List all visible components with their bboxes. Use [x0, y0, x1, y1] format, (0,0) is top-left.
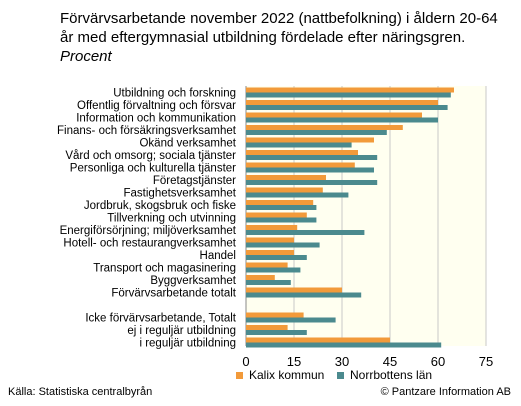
category-label: Okänd verksamhet	[139, 138, 236, 150]
category-label: Jordbruk, skogsbruk och fiske	[84, 200, 236, 212]
x-tick-label: 30	[335, 354, 349, 369]
chart-title-text: Förvärvsarbetande november 2022 (nattbef…	[60, 10, 498, 46]
bar-kalix	[246, 137, 374, 143]
chart-title: Förvärvsarbetande november 2022 (nattbef…	[60, 9, 510, 66]
bar-kalix	[246, 237, 294, 243]
x-tick-label: 15	[287, 354, 301, 369]
bar-kalix	[246, 150, 358, 155]
category-label: Handel	[200, 250, 236, 262]
bar-kalix	[246, 275, 275, 280]
category-label: Energiförsörjning; miljöverksamhet	[60, 225, 237, 237]
category-label: Förvärvsarbetande totalt	[111, 288, 236, 300]
category-label: Personliga och kulturella tjänster	[70, 163, 236, 175]
chart-title-unit: Procent	[60, 48, 112, 65]
bar-norrbotten	[246, 117, 438, 123]
category-label: Finans- och försäkringsverksamhet	[57, 125, 237, 137]
category-label: Icke förvärvsarbetande, Totalt	[85, 313, 236, 325]
bar-kalix	[246, 187, 323, 193]
bar-norrbotten	[246, 167, 374, 173]
bar-kalix	[246, 212, 307, 218]
category-label: Utbildning och forskning	[113, 88, 236, 100]
category-label: Tillverkning och utvinning	[107, 213, 236, 225]
copyright-note: © Pantzare Information AB	[380, 386, 511, 398]
bar-kalix	[246, 100, 438, 105]
bar-norrbotten	[246, 342, 442, 348]
bar-kalix	[246, 125, 403, 130]
bar-norrbotten	[246, 280, 291, 285]
category-label: ej i reguljär utbildning	[127, 325, 236, 337]
x-tick-label: 60	[431, 354, 445, 369]
bar-kalix	[246, 225, 298, 230]
source-note: Källa: Statistiska centralbyrån	[8, 386, 153, 398]
legend-swatch	[337, 372, 344, 379]
bar-kalix	[246, 250, 294, 255]
bar-kalix	[246, 312, 304, 318]
bar-norrbotten	[246, 267, 301, 273]
bar-norrbotten	[246, 317, 336, 323]
bar-norrbotten	[246, 92, 451, 98]
bar-kalix	[246, 175, 326, 180]
bar-kalix	[246, 262, 288, 268]
legend-label: Norrbottens län	[350, 368, 432, 382]
bar-norrbotten	[246, 230, 365, 235]
bar-kalix	[246, 287, 342, 293]
bar-norrbotten	[246, 142, 352, 148]
bar-norrbotten	[246, 242, 320, 248]
x-tick-label: 75	[479, 354, 493, 369]
category-label: Transport och magasinering	[93, 263, 236, 275]
bar-kalix	[246, 87, 454, 93]
x-tick-label: 45	[383, 354, 397, 369]
category-label: Offentlig förvaltning och försvar	[77, 100, 236, 112]
bar-norrbotten	[246, 255, 307, 260]
category-label: i reguljär utbildning	[139, 338, 236, 350]
category-label: Byggverksamhet	[150, 275, 236, 287]
bar-kalix	[246, 112, 422, 118]
bar-kalix	[246, 337, 390, 343]
category-label: Hotell- och restaurangverksamhet	[63, 238, 236, 250]
bar-norrbotten	[246, 205, 317, 210]
category-label: Företagstjänster	[153, 175, 236, 187]
bar-norrbotten	[246, 292, 362, 298]
bar-norrbotten	[246, 130, 387, 135]
bar-norrbotten	[246, 192, 349, 198]
category-label: Information och kommunikation	[76, 113, 236, 125]
legend-swatch	[236, 372, 243, 379]
bar-norrbotten	[246, 330, 307, 335]
bar-kalix	[246, 325, 288, 330]
bar-norrbotten	[246, 217, 317, 223]
bar-norrbotten	[246, 105, 448, 110]
bar-kalix	[246, 200, 314, 205]
bar-kalix	[246, 162, 355, 168]
category-label: Fastighetsverksamhet	[124, 188, 237, 200]
legend-label: Kalix kommun	[249, 368, 324, 382]
category-label: Vård och omsorg; sociala tjänster	[65, 150, 236, 162]
bar-norrbotten	[246, 180, 378, 185]
x-tick-label: 0	[242, 354, 249, 369]
bar-norrbotten	[246, 155, 378, 160]
